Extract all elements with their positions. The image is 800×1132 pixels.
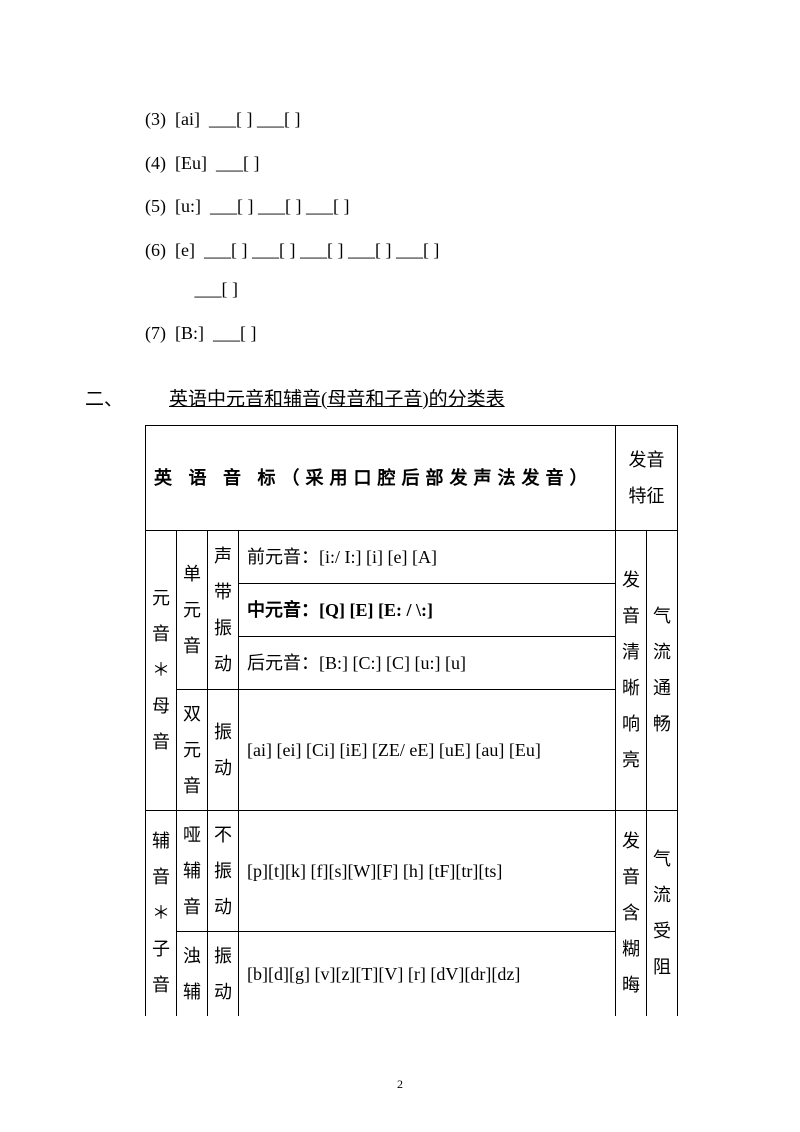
vowel-feature: 发音清晰响亮 (616, 530, 647, 810)
section-number: 二、 (85, 384, 123, 411)
no-vibrate: 不振动 (208, 810, 239, 931)
table-row: 元音＊母音 单元音 声带振动 前元音：[i:/ I:] [i] [e] [A] … (146, 530, 678, 583)
section-heading: 二、 英语中元音和辅音(母音和子音)的分类表 (80, 384, 720, 411)
table-header-row: 英 语 音 标（采用口腔后部发声法发音） 发音特征 (146, 425, 678, 530)
consonant-feature: 发音含糊晦 (616, 810, 647, 1016)
front-vowels: 前元音：[i:/ I:] [i] [e] [A] (239, 530, 616, 583)
item-blanks: ___[ ] ___[ ] ___[ ] ___[ ] ___[ ] (204, 240, 439, 260)
phonetics-table: 英 语 音 标（采用口腔后部发声法发音） 发音特征 元音＊母音 单元音 声带振动… (145, 425, 678, 1016)
diph-vibrate: 振动 (208, 689, 239, 810)
header-left: 英 语 音 标（采用口腔后部发声法发音） (146, 425, 616, 530)
item-blanks: ___[ ] (213, 323, 257, 343)
voiced-vibrate: 振动 (208, 931, 239, 1016)
item-num: (5) (145, 196, 166, 216)
header-left-text: 英 语 音 标（采用口腔后部发声法发音） (154, 468, 594, 488)
item-blanks: ___[ ] ___[ ] (209, 109, 300, 129)
vibrate-label: 声带振动 (208, 530, 239, 689)
section-title: 英语中元音和辅音(母音和子音)的分类表 (169, 384, 505, 411)
exercise-list: (3) [ai] ___[ ] ___[ ] (4) [Eu] ___[ ] (… (145, 100, 720, 354)
voiceless-consonants: [p][t][k] [f][s][W][F] [h] [tF][tr][ts] (239, 810, 616, 931)
mid-vowels: 中元音：[Q] [E] [E: / \:] (239, 583, 616, 636)
item-num: (3) (145, 109, 166, 129)
exercise-item: (6) [e] ___[ ] ___[ ] ___[ ] ___[ ] ___[… (145, 231, 720, 310)
header-right: 发音特征 (616, 425, 678, 530)
item-sound: [e] (175, 240, 195, 260)
item-blanks: ___[ ] (216, 153, 260, 173)
table-row: 浊辅 振动 [b][d][g] [v][z][T][V] [r] [dV][dr… (146, 931, 678, 1016)
exercise-item: (3) [ai] ___[ ] ___[ ] (145, 100, 720, 140)
back-vowels: 后元音：[B:] [C:] [C] [u:] [u] (239, 636, 616, 689)
table-row: 辅音＊子音 哑辅音 不振动 [p][t][k] [f][s][W][F] [h]… (146, 810, 678, 931)
voiceless-label: 哑辅音 (177, 810, 208, 931)
item-blanks: ___[ ] ___[ ] ___[ ] (210, 196, 349, 216)
item-sound: [u:] (175, 196, 201, 216)
diphthongs: [ai] [ei] [Ci] [iE] [ZE/ eE] [uE] [au] [… (239, 689, 616, 810)
item-sound: [ai] (175, 109, 200, 129)
item-num: (4) (145, 153, 166, 173)
vowel-label: 元音＊母音 (146, 530, 177, 810)
airflow-2: 气流受阻 (647, 810, 678, 1016)
mono-label: 单元音 (177, 530, 208, 689)
voiced-label: 浊辅 (177, 931, 208, 1016)
voiced-consonants: [b][d][g] [v][z][T][V] [r] [dV][dr][dz] (239, 931, 616, 1016)
item-blanks-cont: ___[ ] (195, 279, 239, 299)
exercise-item: (5) [u:] ___[ ] ___[ ] ___[ ] (145, 187, 720, 227)
airflow-1: 气流通畅 (647, 530, 678, 810)
table-row: 双元音 振动 [ai] [ei] [Ci] [iE] [ZE/ eE] [uE]… (146, 689, 678, 810)
item-num: (7) (145, 323, 166, 343)
consonant-label: 辅音＊子音 (146, 810, 177, 1016)
exercise-item: (7) [B:] ___[ ] (145, 314, 720, 354)
item-num: (6) (145, 240, 166, 260)
page-number: 2 (0, 1077, 800, 1092)
diphthong-label: 双元音 (177, 689, 208, 810)
item-sound: [B:] (175, 323, 204, 343)
item-sound: [Eu] (175, 153, 207, 173)
exercise-item: (4) [Eu] ___[ ] (145, 144, 720, 184)
